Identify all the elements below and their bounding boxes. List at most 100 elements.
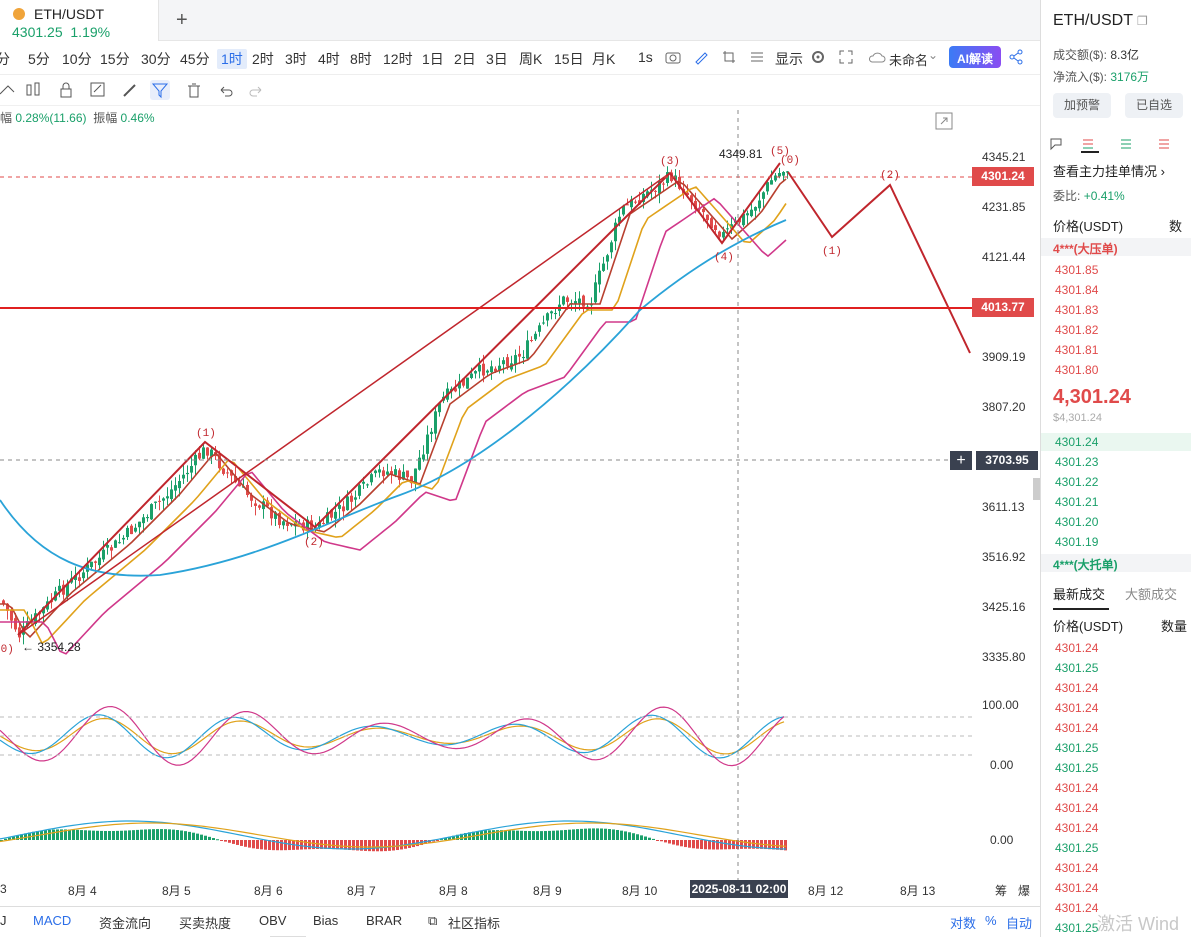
filter-icon[interactable] [150, 80, 170, 100]
macd-bar [80, 830, 83, 840]
edit-icon[interactable] [88, 80, 108, 100]
indicator-tab-6[interactable]: BRAR [366, 913, 403, 928]
timeframe-1[interactable]: 5分 [28, 51, 50, 67]
main-orders-link[interactable]: 查看主力挂单情况 › [1053, 164, 1165, 179]
timeframe-10[interactable]: 8时 [350, 51, 372, 67]
indicator-tab-3[interactable]: 买卖热度 [179, 916, 232, 931]
ask-row[interactable]: 4301.81 [1055, 343, 1099, 357]
collapse-up-icon[interactable] [270, 930, 306, 937]
ask-row[interactable]: 4301.83 [1055, 303, 1099, 317]
macd-bar [572, 829, 575, 840]
indicator-tab-0[interactable]: J [0, 913, 7, 928]
bid-row[interactable]: 4301.20 [1055, 515, 1099, 529]
ask-row[interactable]: 4301.80 [1055, 363, 1099, 377]
macd-bar [172, 829, 175, 840]
ask-row[interactable]: 4301.84 [1055, 283, 1099, 297]
tab-latest-trades[interactable]: 最新成交 [1053, 587, 1106, 602]
chevron-down-icon[interactable]: ⌄ [928, 48, 939, 62]
timeframe-7[interactable]: 2时 [252, 51, 274, 67]
trend-tool-icon[interactable] [0, 80, 20, 100]
indicator-tab-9[interactable]: % [985, 913, 997, 928]
crop-icon[interactable] [721, 49, 737, 70]
redo-icon[interactable] [247, 80, 267, 100]
bid-row[interactable]: 4301.24 [1055, 435, 1099, 449]
timeframe-0[interactable]: 分 [0, 51, 10, 67]
timeframe-13[interactable]: 2日 [454, 51, 476, 67]
orderbook-view-asks-icon[interactable] [1157, 137, 1171, 156]
trash-icon[interactable] [184, 80, 204, 100]
timeframe-11[interactable]: 12时 [383, 51, 413, 67]
x-axis-label: 8月 12 [808, 884, 844, 898]
indicator-tab-1[interactable]: MACD [33, 913, 72, 928]
watchlist-button[interactable]: 已自选 [1125, 93, 1183, 118]
timeframe-3[interactable]: 15分 [100, 51, 130, 67]
candle [530, 339, 533, 341]
timeframe-16[interactable]: 15日 [554, 51, 584, 67]
candle [350, 495, 353, 502]
community-indicator-icon[interactable]: ⧉ [428, 913, 438, 928]
pen-icon[interactable] [693, 49, 709, 70]
candle [758, 200, 761, 209]
wave-label: (2) [880, 170, 900, 182]
orderbook-view-both-icon[interactable] [1049, 137, 1063, 156]
tab-big-trades[interactable]: 大额成交 [1125, 587, 1178, 602]
wave-label: (4) [714, 252, 734, 264]
share-icon[interactable] [1008, 49, 1024, 70]
indicator-tab-8[interactable]: 对数 [950, 916, 977, 931]
timeframe-15[interactable]: 周K [519, 51, 543, 67]
indicator-tab-2[interactable]: 资金流向 [99, 916, 152, 931]
camera-icon[interactable] [665, 49, 681, 70]
cloud-icon[interactable] [868, 49, 886, 70]
macd-bar [608, 829, 611, 840]
indicator-tab-10[interactable]: 自动 [1006, 916, 1033, 931]
gear-icon[interactable] [810, 49, 826, 70]
timeframe-4[interactable]: 30分 [141, 51, 171, 67]
candle [158, 500, 161, 502]
price-chart[interactable]: (0)(1)(2)(3)(4)(5)(0)(1)(2) [0, 0, 1040, 937]
timeframe-9[interactable]: 4时 [318, 51, 340, 67]
settings-list-icon[interactable] [749, 49, 765, 70]
bid-row[interactable]: 4301.19 [1055, 535, 1099, 549]
indicator-tab-7[interactable]: 社区指标 [448, 916, 501, 931]
candle [718, 231, 721, 237]
add-alert-icon[interactable]: + [950, 451, 972, 470]
timeframe-5[interactable]: 45分 [180, 51, 210, 67]
bid-row[interactable]: 4301.22 [1055, 475, 1099, 489]
macd-bar [284, 840, 287, 851]
bid-row[interactable]: 4301.21 [1055, 495, 1099, 509]
add-alert-button[interactable]: 加预警 [1053, 93, 1111, 118]
candle-tool-icon[interactable] [24, 80, 44, 100]
timeframe-6[interactable]: 1时 [217, 49, 247, 69]
timeframe-2[interactable]: 10分 [62, 51, 92, 67]
display-button[interactable]: 显示 [775, 51, 803, 67]
ask-row[interactable]: 4301.85 [1055, 263, 1099, 277]
panel-collapse-handle[interactable] [1033, 478, 1040, 500]
layout-name[interactable]: 未命名 [889, 53, 929, 68]
macd-bar [252, 840, 255, 849]
ai-button[interactable]: AI解读 [949, 46, 1001, 68]
expand-icon[interactable] [935, 112, 953, 135]
symbol-tab[interactable]: ETH/USDT 4301.25 1.19% [0, 0, 159, 41]
candle [726, 228, 729, 230]
timeframe-18[interactable]: 1s [638, 49, 653, 65]
indicator-tab-5[interactable]: Bias [313, 913, 339, 928]
bid-row[interactable]: 4301.23 [1055, 455, 1099, 469]
copy-icon[interactable]: ❐ [1137, 14, 1148, 28]
timeframe-8[interactable]: 3时 [285, 51, 307, 67]
y-axis-label: 4121.44 [982, 250, 1026, 264]
timeframe-14[interactable]: 3日 [486, 51, 508, 67]
orderbook-view-bids-icon[interactable] [1119, 137, 1133, 156]
add-tab-icon[interactable]: + [176, 9, 188, 31]
fullscreen-icon[interactable] [838, 49, 854, 70]
lock-icon[interactable] [56, 80, 76, 100]
indicator-tab-4[interactable]: OBV [259, 913, 287, 928]
candle [518, 353, 521, 357]
timeframe-17[interactable]: 月K [592, 51, 616, 67]
brush-icon[interactable] [120, 80, 140, 100]
macd-bar [336, 840, 339, 850]
orderbook-view-mixed-icon[interactable] [1081, 137, 1095, 156]
ask-row[interactable]: 4301.82 [1055, 323, 1099, 337]
undo-icon[interactable] [215, 80, 235, 100]
timeframe-12[interactable]: 1日 [422, 51, 444, 67]
macd-bar [96, 830, 99, 840]
